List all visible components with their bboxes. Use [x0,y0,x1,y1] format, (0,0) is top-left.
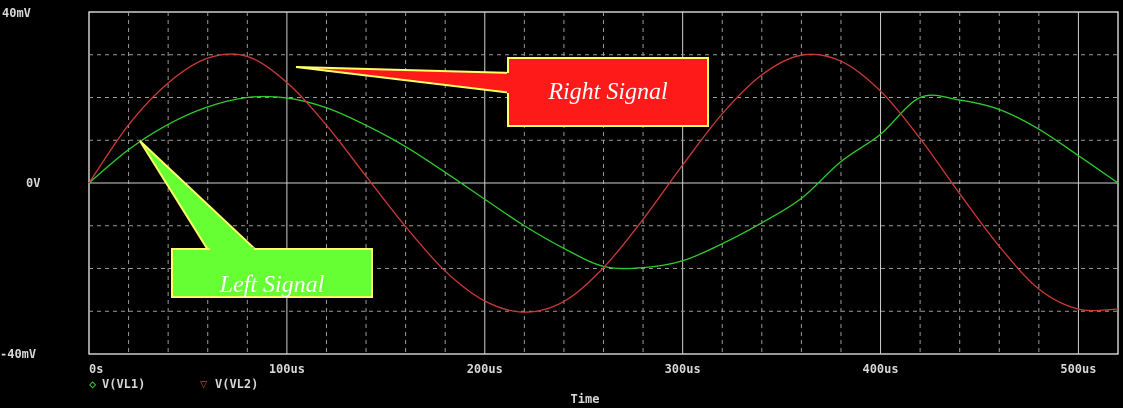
x-tick-label: 400us [862,362,898,376]
callout-label-left: Left Signal [219,272,325,298]
x-tick-label: 0s [89,362,103,376]
diamond-icon: ◇ [89,377,97,391]
callout-box [171,248,373,298]
x-axis-label: Time [571,392,600,406]
series-line-v-vl2 [88,53,1119,313]
legend: ◇ V(VL1) ▽ V(VL2) [89,377,258,391]
y-tick-label: -40mV [0,347,36,361]
x-ticks: 0s 100us 200us 300us 400us 500us [89,362,1096,376]
legend-item-vl1: V(VL1) [102,377,145,391]
callout-joint [507,73,510,93]
y-tick-label: 0V [26,176,40,190]
callout-box [507,57,709,127]
callout-right-signal: Right Signal [295,57,709,127]
callout-label-right: Right Signal [547,79,668,105]
callout-joint [210,247,254,252]
x-tick-label: 300us [665,362,701,376]
callout-left-signal: Left Signal [139,140,373,298]
legend-item-vl2: V(VL2) [215,377,258,391]
series-line-v-vl1 [88,94,1119,270]
series-layer [88,53,1119,313]
x-tick-label: 200us [467,362,503,376]
y-ticks: 40mV 0V -40mV [0,6,40,361]
y-tick-label: 40mV [2,6,31,20]
x-tick-label: 100us [269,362,305,376]
x-tick-label: 500us [1060,362,1096,376]
triangle-down-icon: ▽ [200,377,208,391]
